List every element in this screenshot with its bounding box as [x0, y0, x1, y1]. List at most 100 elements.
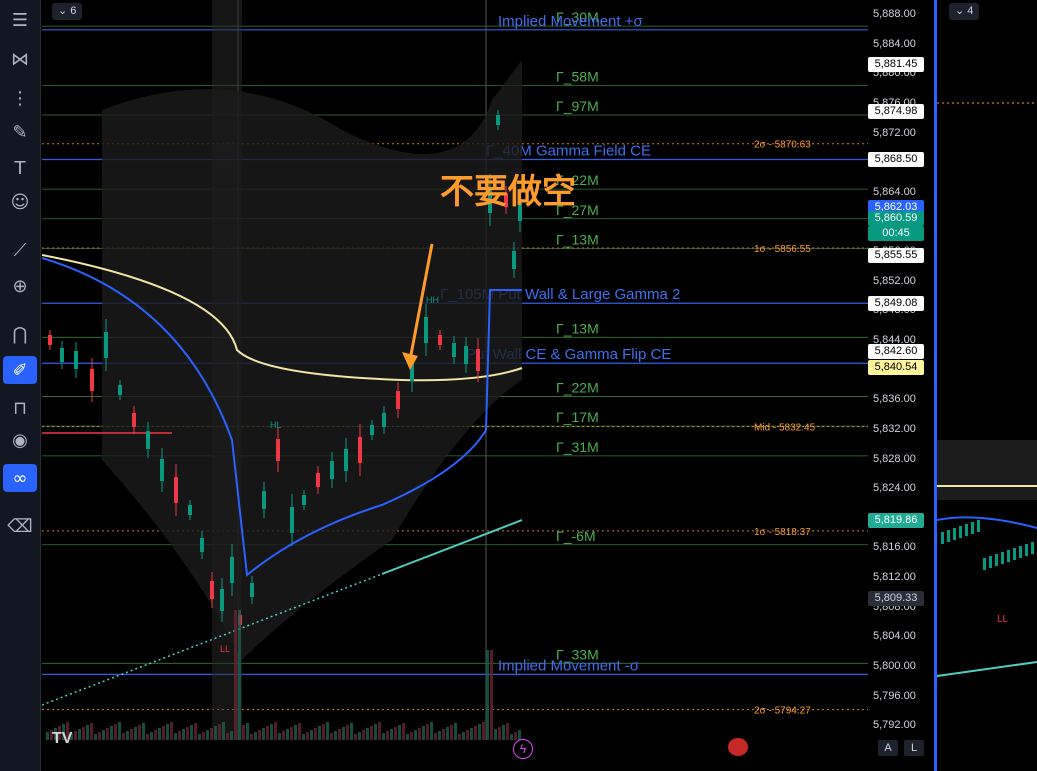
- pattern-label: LL: [220, 644, 230, 654]
- volume-bar: [370, 726, 373, 740]
- candle-body: [174, 477, 178, 503]
- volume-bar: [134, 727, 137, 740]
- volume-bar: [234, 610, 237, 740]
- sigma-level-label: 1σ - 5856.55: [754, 244, 811, 255]
- candle-body: [452, 343, 456, 357]
- candle-body: [512, 251, 516, 269]
- pane-separator[interactable]: [934, 0, 937, 771]
- volume-bar: [358, 732, 361, 740]
- volume-bar: [94, 734, 97, 740]
- volume-bar: [314, 728, 317, 740]
- unlock-icon[interactable]: ⊓: [12, 397, 28, 419]
- candle-body: [90, 369, 94, 391]
- volume-bar: [510, 734, 513, 740]
- blue-moving-average: [41, 257, 522, 577]
- volume-bar: [306, 732, 309, 740]
- price-axis[interactable]: 5,888.00 5,884.00 5,880.00 5,876.00 5,872.00…: [868, 0, 934, 771]
- volume-bar: [214, 726, 217, 740]
- trash-icon[interactable]: ⌫: [7, 515, 33, 537]
- volume-bar: [410, 732, 413, 740]
- side-candle: [965, 524, 968, 536]
- trend-line-projection: [41, 573, 383, 706]
- candle-body: [358, 437, 362, 463]
- volume-bar: [302, 734, 305, 740]
- volume-bar: [126, 731, 129, 740]
- volume-bar: [222, 722, 225, 740]
- pattern-label: HH: [426, 295, 439, 305]
- lock-drawing-icon[interactable]: ✐: [3, 356, 37, 384]
- volume-bar: [54, 728, 57, 740]
- auto-scale-button[interactable]: A: [878, 740, 898, 756]
- annotation-arrowhead: [402, 352, 418, 370]
- gamma-level-label: Γ_27M: [556, 202, 599, 218]
- price-tick: 5,844.00: [873, 334, 916, 346]
- gamma-level-label: Γ_13M: [556, 231, 599, 247]
- flag-icon[interactable]: [728, 738, 748, 756]
- volume-bar: [426, 724, 429, 740]
- volume-bar: [158, 728, 161, 740]
- text-icon[interactable]: T: [14, 157, 26, 179]
- sigma-level-label: 2σ - 5794.27: [754, 705, 811, 716]
- secondary-interval-badge[interactable]: ⌄ 4: [949, 3, 980, 20]
- price-tag: 5,842.60: [868, 344, 924, 360]
- secondary-chart-pane[interactable]: ⌄ 4 LL: [937, 0, 1037, 771]
- candle-body: [476, 349, 480, 371]
- emoji-icon[interactable]: ☺: [10, 191, 30, 213]
- volume-bar: [430, 722, 433, 740]
- volume-bar: [458, 734, 461, 740]
- volume-bar: [58, 726, 61, 740]
- volume-bar: [74, 731, 77, 740]
- main-chart-pane[interactable]: Γ_30M Γ_58M Γ_97M Γ_22M Γ_27M Γ_13M Γ_13M Γ_22M…: [41, 0, 868, 747]
- main-chart-canvas[interactable]: Γ_30M Γ_58M Γ_97M Γ_22M Γ_27M Γ_13M Γ_13M Γ_22M…: [41, 0, 868, 740]
- volume-bar: [318, 726, 321, 740]
- candle-body: [60, 348, 64, 362]
- interval-value: 6: [70, 5, 77, 17]
- eye-icon[interactable]: ◉: [12, 429, 28, 451]
- menu-icon[interactable]: ☰: [11, 9, 29, 31]
- lightning-icon[interactable]: ϟ: [513, 739, 533, 759]
- volume-bar: [502, 725, 505, 740]
- volume-bar: [130, 729, 133, 740]
- volume-bar: [186, 727, 189, 740]
- volume-bar: [162, 726, 165, 740]
- pattern-icon[interactable]: ⋈: [11, 48, 29, 70]
- price-tick: 5,864.00: [873, 185, 916, 198]
- candle-body: [290, 507, 294, 533]
- candle-body: [302, 495, 306, 505]
- volume-bar: [442, 729, 445, 740]
- volume-bar: [422, 726, 425, 740]
- volume-bar: [210, 728, 213, 740]
- price-tick: 5,872.00: [873, 126, 916, 139]
- price-tick: 5,816.00: [873, 541, 916, 554]
- candle-body: [496, 115, 500, 125]
- volume-bar: [374, 724, 377, 740]
- drawing-toolbar: ☰ ⋈ ⋮ ✎ T ☺ ⟋ ⊕ ⋂ ✐ ⊓ ◉ ∞ ⌫: [0, 0, 41, 771]
- link-icon[interactable]: ∞: [3, 464, 37, 492]
- sigma-level-label: 2σ - 5870.63: [754, 140, 811, 151]
- side-candle: [941, 532, 944, 544]
- interval-badge[interactable]: ⌄ 6: [52, 3, 83, 20]
- volume-bar: [298, 723, 301, 740]
- volume-bar: [386, 731, 389, 740]
- volume-bar: [438, 731, 441, 740]
- zoom-in-icon[interactable]: ⊕: [12, 275, 28, 297]
- gamma-level-label: Γ_58M: [556, 68, 599, 84]
- crosshair-icon[interactable]: ⋮: [11, 87, 29, 109]
- side-candle: [977, 520, 980, 532]
- blue-level-label: Implied Movement +σ: [498, 13, 643, 30]
- candle-body: [104, 332, 108, 358]
- brush-icon[interactable]: ✎: [12, 121, 28, 143]
- candle-body: [410, 359, 414, 381]
- volume-bar: [418, 728, 421, 740]
- side-candle: [995, 554, 998, 566]
- candle-body: [276, 439, 280, 461]
- magnet-icon[interactable]: ⋂: [12, 323, 28, 345]
- ruler-icon[interactable]: ⟋: [13, 239, 27, 261]
- log-scale-button[interactable]: L: [904, 740, 924, 756]
- volume-bar: [498, 727, 501, 740]
- volume-bar: [250, 734, 253, 740]
- sigma-level-label: 1σ - 5818.37: [754, 527, 811, 538]
- volume-bar: [166, 724, 169, 740]
- tradingview-logo: TV: [52, 730, 73, 747]
- secondary-chart-canvas[interactable]: [937, 0, 1037, 771]
